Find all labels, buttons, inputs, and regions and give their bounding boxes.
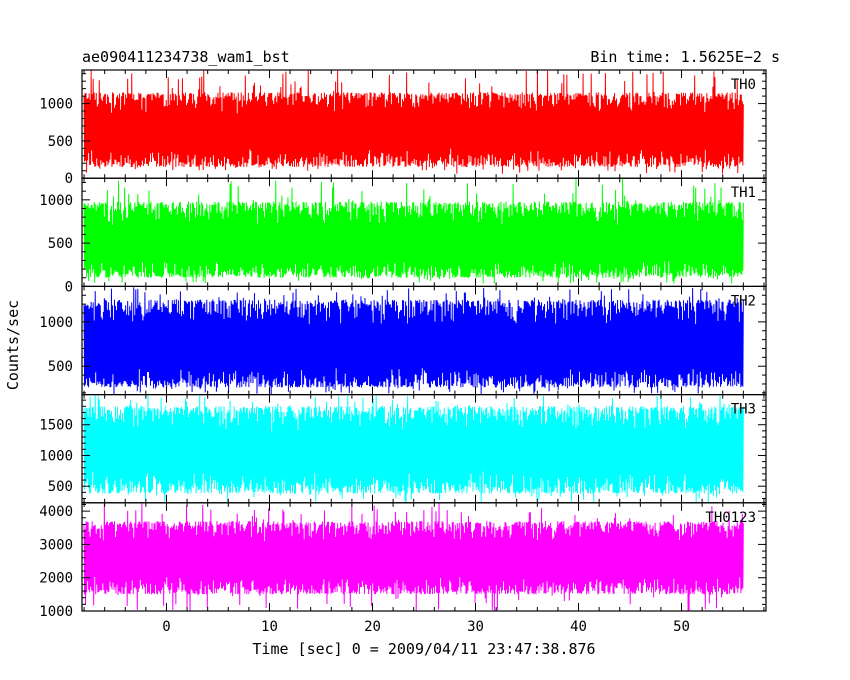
bin-time-label: Bin time: 1.5625E−2 s	[590, 48, 780, 66]
y-tick-label: 1000	[39, 97, 73, 113]
x-tick-label: 10	[261, 619, 278, 635]
y-tick-label: 4000	[39, 504, 73, 520]
x-tick-label: 40	[570, 619, 587, 635]
y-tick-label: 1000	[39, 315, 73, 331]
series-th1	[83, 178, 744, 284]
series-th2	[83, 287, 744, 395]
x-tick-label: 30	[467, 619, 484, 635]
y-tick-label: 500	[48, 236, 73, 252]
panel-th1: 0 500 1000 TH1	[39, 177, 767, 295]
y-tick-label: 1000	[39, 448, 73, 464]
y-tick-label: 3000	[39, 537, 73, 553]
series-th0	[83, 70, 744, 174]
chart-title: ae090411234738_wam1_bst	[82, 48, 290, 66]
x-tick-label: 0	[162, 619, 170, 635]
y-tick-label: 500	[48, 359, 73, 375]
panel-th2: 500 1000 TH2	[39, 285, 767, 396]
y-tick-label: 1000	[39, 193, 73, 209]
y-tick-label: 0	[65, 279, 73, 295]
panel-frame	[81, 502, 767, 612]
panel-th0123: 1000 2000 3000 4000 TH0123	[39, 502, 767, 620]
x-axis-label: Time [sec] 0 = 2009/04/11 23:47:38.876	[252, 640, 595, 658]
panel-th3: 500 1000 1500 TH3	[39, 394, 767, 504]
x-tick-label: 20	[364, 619, 381, 635]
series-label: TH1	[731, 185, 756, 201]
series-label: TH0	[731, 77, 756, 93]
y-tick-label: 500	[48, 134, 73, 150]
y-tick-label: 1500	[39, 418, 73, 434]
series-label: TH3	[731, 402, 756, 418]
series-th3	[83, 394, 744, 503]
y-tick-label: 2000	[39, 571, 73, 587]
panel-th0: 0 500 1000 TH0	[39, 69, 767, 187]
y-axis-label: Counts/sec	[4, 300, 22, 390]
series-label: TH0123	[705, 510, 756, 526]
y-tick-label: 1000	[39, 604, 73, 620]
y-tick-label: 0	[65, 171, 73, 187]
x-tick-label: 50	[673, 619, 690, 635]
series-label: TH2	[731, 293, 756, 309]
y-tick-label: 500	[48, 479, 73, 495]
series-th0123	[83, 503, 744, 611]
